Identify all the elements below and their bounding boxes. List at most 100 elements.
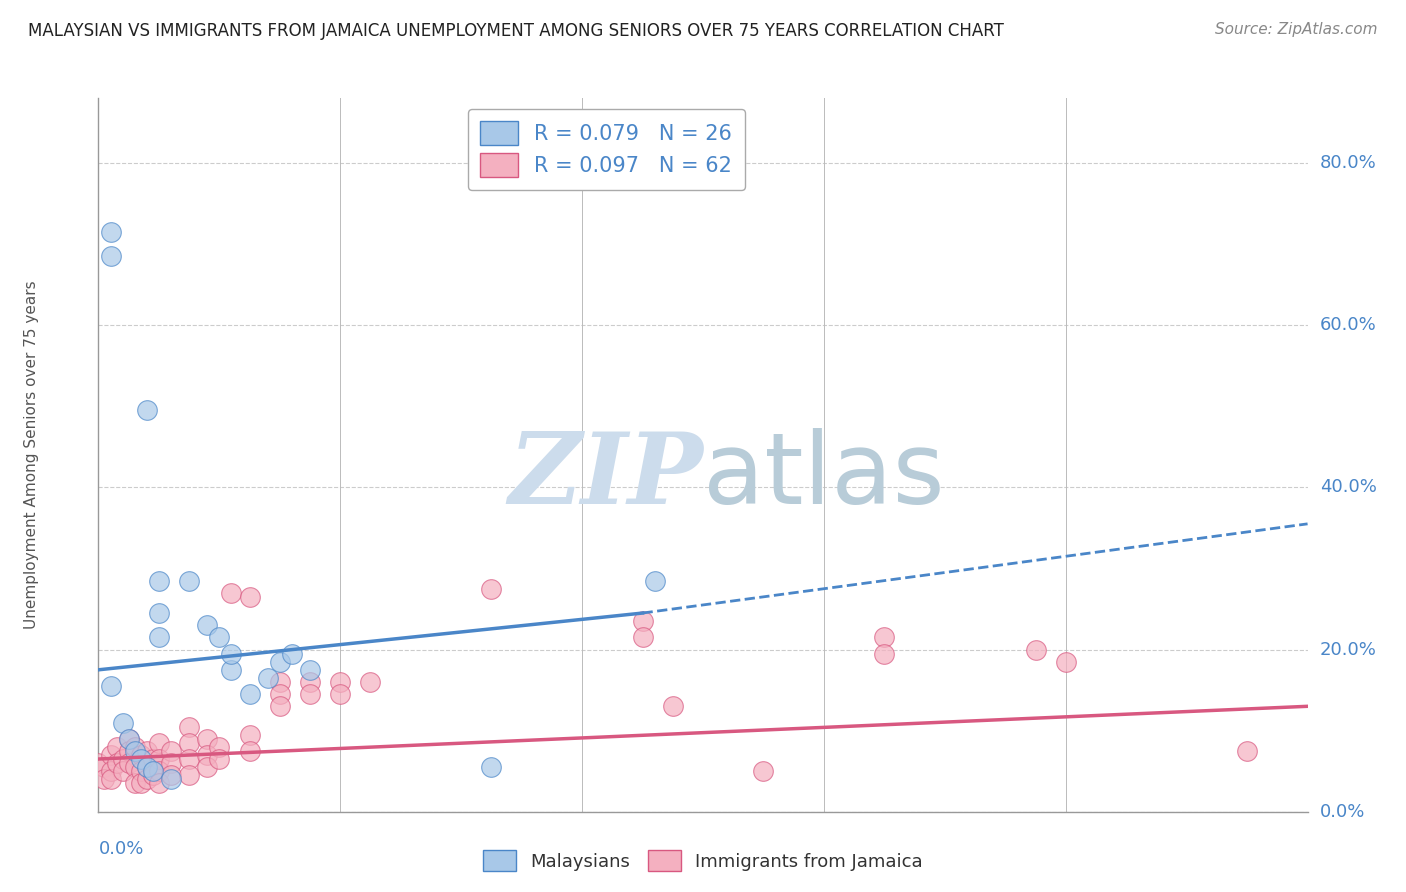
Legend: Malaysians, Immigrants from Jamaica: Malaysians, Immigrants from Jamaica: [477, 843, 929, 879]
Text: ZIP: ZIP: [508, 428, 703, 524]
Point: [177, 720, 201, 734]
Point: [100, 772, 122, 787]
Point: [111, 752, 134, 766]
Point: [93, 760, 115, 774]
Point: [148, 574, 170, 588]
Point: [208, 739, 231, 754]
Point: [299, 687, 322, 701]
Point: [118, 744, 141, 758]
Text: 20.0%: 20.0%: [1320, 640, 1376, 658]
Point: [195, 747, 218, 762]
Point: [256, 671, 278, 685]
Point: [281, 647, 304, 661]
Point: [160, 772, 183, 787]
Point: [142, 768, 165, 782]
Text: 40.0%: 40.0%: [1320, 478, 1376, 496]
Text: atlas: atlas: [703, 428, 945, 524]
Point: [100, 747, 122, 762]
Point: [124, 744, 146, 758]
Point: [481, 582, 503, 596]
Point: [111, 715, 134, 730]
Point: [118, 756, 141, 770]
Point: [644, 574, 666, 588]
Point: [873, 647, 896, 661]
Text: 60.0%: 60.0%: [1320, 316, 1376, 334]
Point: [129, 752, 152, 766]
Point: [177, 574, 201, 588]
Text: Source: ZipAtlas.com: Source: ZipAtlas.com: [1215, 22, 1378, 37]
Point: [481, 760, 503, 774]
Point: [142, 752, 165, 766]
Point: [1024, 642, 1046, 657]
Point: [360, 675, 382, 690]
Point: [1054, 655, 1077, 669]
Point: [100, 679, 122, 693]
Point: [111, 764, 134, 779]
Text: 0.0%: 0.0%: [1320, 803, 1365, 821]
Point: [329, 687, 352, 701]
Point: [208, 631, 231, 645]
Point: [129, 747, 152, 762]
Point: [118, 731, 141, 746]
Point: [100, 764, 122, 779]
Point: [195, 760, 218, 774]
Text: 0.0%: 0.0%: [98, 840, 143, 858]
Point: [299, 675, 322, 690]
Point: [221, 586, 243, 600]
Point: [105, 739, 128, 754]
Point: [129, 776, 152, 790]
Point: [177, 736, 201, 750]
Point: [752, 764, 775, 779]
Point: [208, 752, 231, 766]
Point: [135, 403, 157, 417]
Point: [148, 631, 170, 645]
Text: 80.0%: 80.0%: [1320, 154, 1376, 172]
Point: [269, 687, 291, 701]
Point: [873, 631, 896, 645]
Text: MALAYSIAN VS IMMIGRANTS FROM JAMAICA UNEMPLOYMENT AMONG SENIORS OVER 75 YEARS CO: MALAYSIAN VS IMMIGRANTS FROM JAMAICA UNE…: [28, 22, 1004, 40]
Point: [135, 760, 157, 774]
Point: [135, 760, 157, 774]
Point: [160, 768, 183, 782]
Point: [148, 736, 170, 750]
Point: [239, 728, 262, 742]
Point: [239, 744, 262, 758]
Point: [124, 739, 146, 754]
Point: [148, 606, 170, 620]
Point: [269, 675, 291, 690]
Point: [221, 647, 243, 661]
Point: [177, 752, 201, 766]
Point: [148, 776, 170, 790]
Point: [124, 760, 146, 774]
Point: [269, 699, 291, 714]
Point: [1236, 744, 1258, 758]
Point: [177, 768, 201, 782]
Point: [631, 614, 654, 628]
Point: [124, 776, 146, 790]
Point: [148, 764, 170, 779]
Point: [135, 744, 157, 758]
Point: [100, 225, 122, 239]
Point: [160, 756, 183, 770]
Point: [129, 764, 152, 779]
Point: [195, 731, 218, 746]
Point: [195, 618, 218, 632]
Point: [135, 772, 157, 787]
Text: Unemployment Among Seniors over 75 years: Unemployment Among Seniors over 75 years: [24, 281, 39, 629]
Point: [105, 756, 128, 770]
Point: [329, 675, 352, 690]
Point: [118, 731, 141, 746]
Point: [239, 590, 262, 604]
Point: [93, 772, 115, 787]
Point: [148, 752, 170, 766]
Point: [299, 663, 322, 677]
Point: [239, 687, 262, 701]
Point: [221, 663, 243, 677]
Point: [100, 249, 122, 263]
Point: [142, 764, 165, 779]
Point: [87, 756, 110, 770]
Point: [631, 631, 654, 645]
Point: [160, 744, 183, 758]
Point: [269, 655, 291, 669]
Legend: R = 0.079   N = 26, R = 0.097   N = 62: R = 0.079 N = 26, R = 0.097 N = 62: [468, 109, 745, 190]
